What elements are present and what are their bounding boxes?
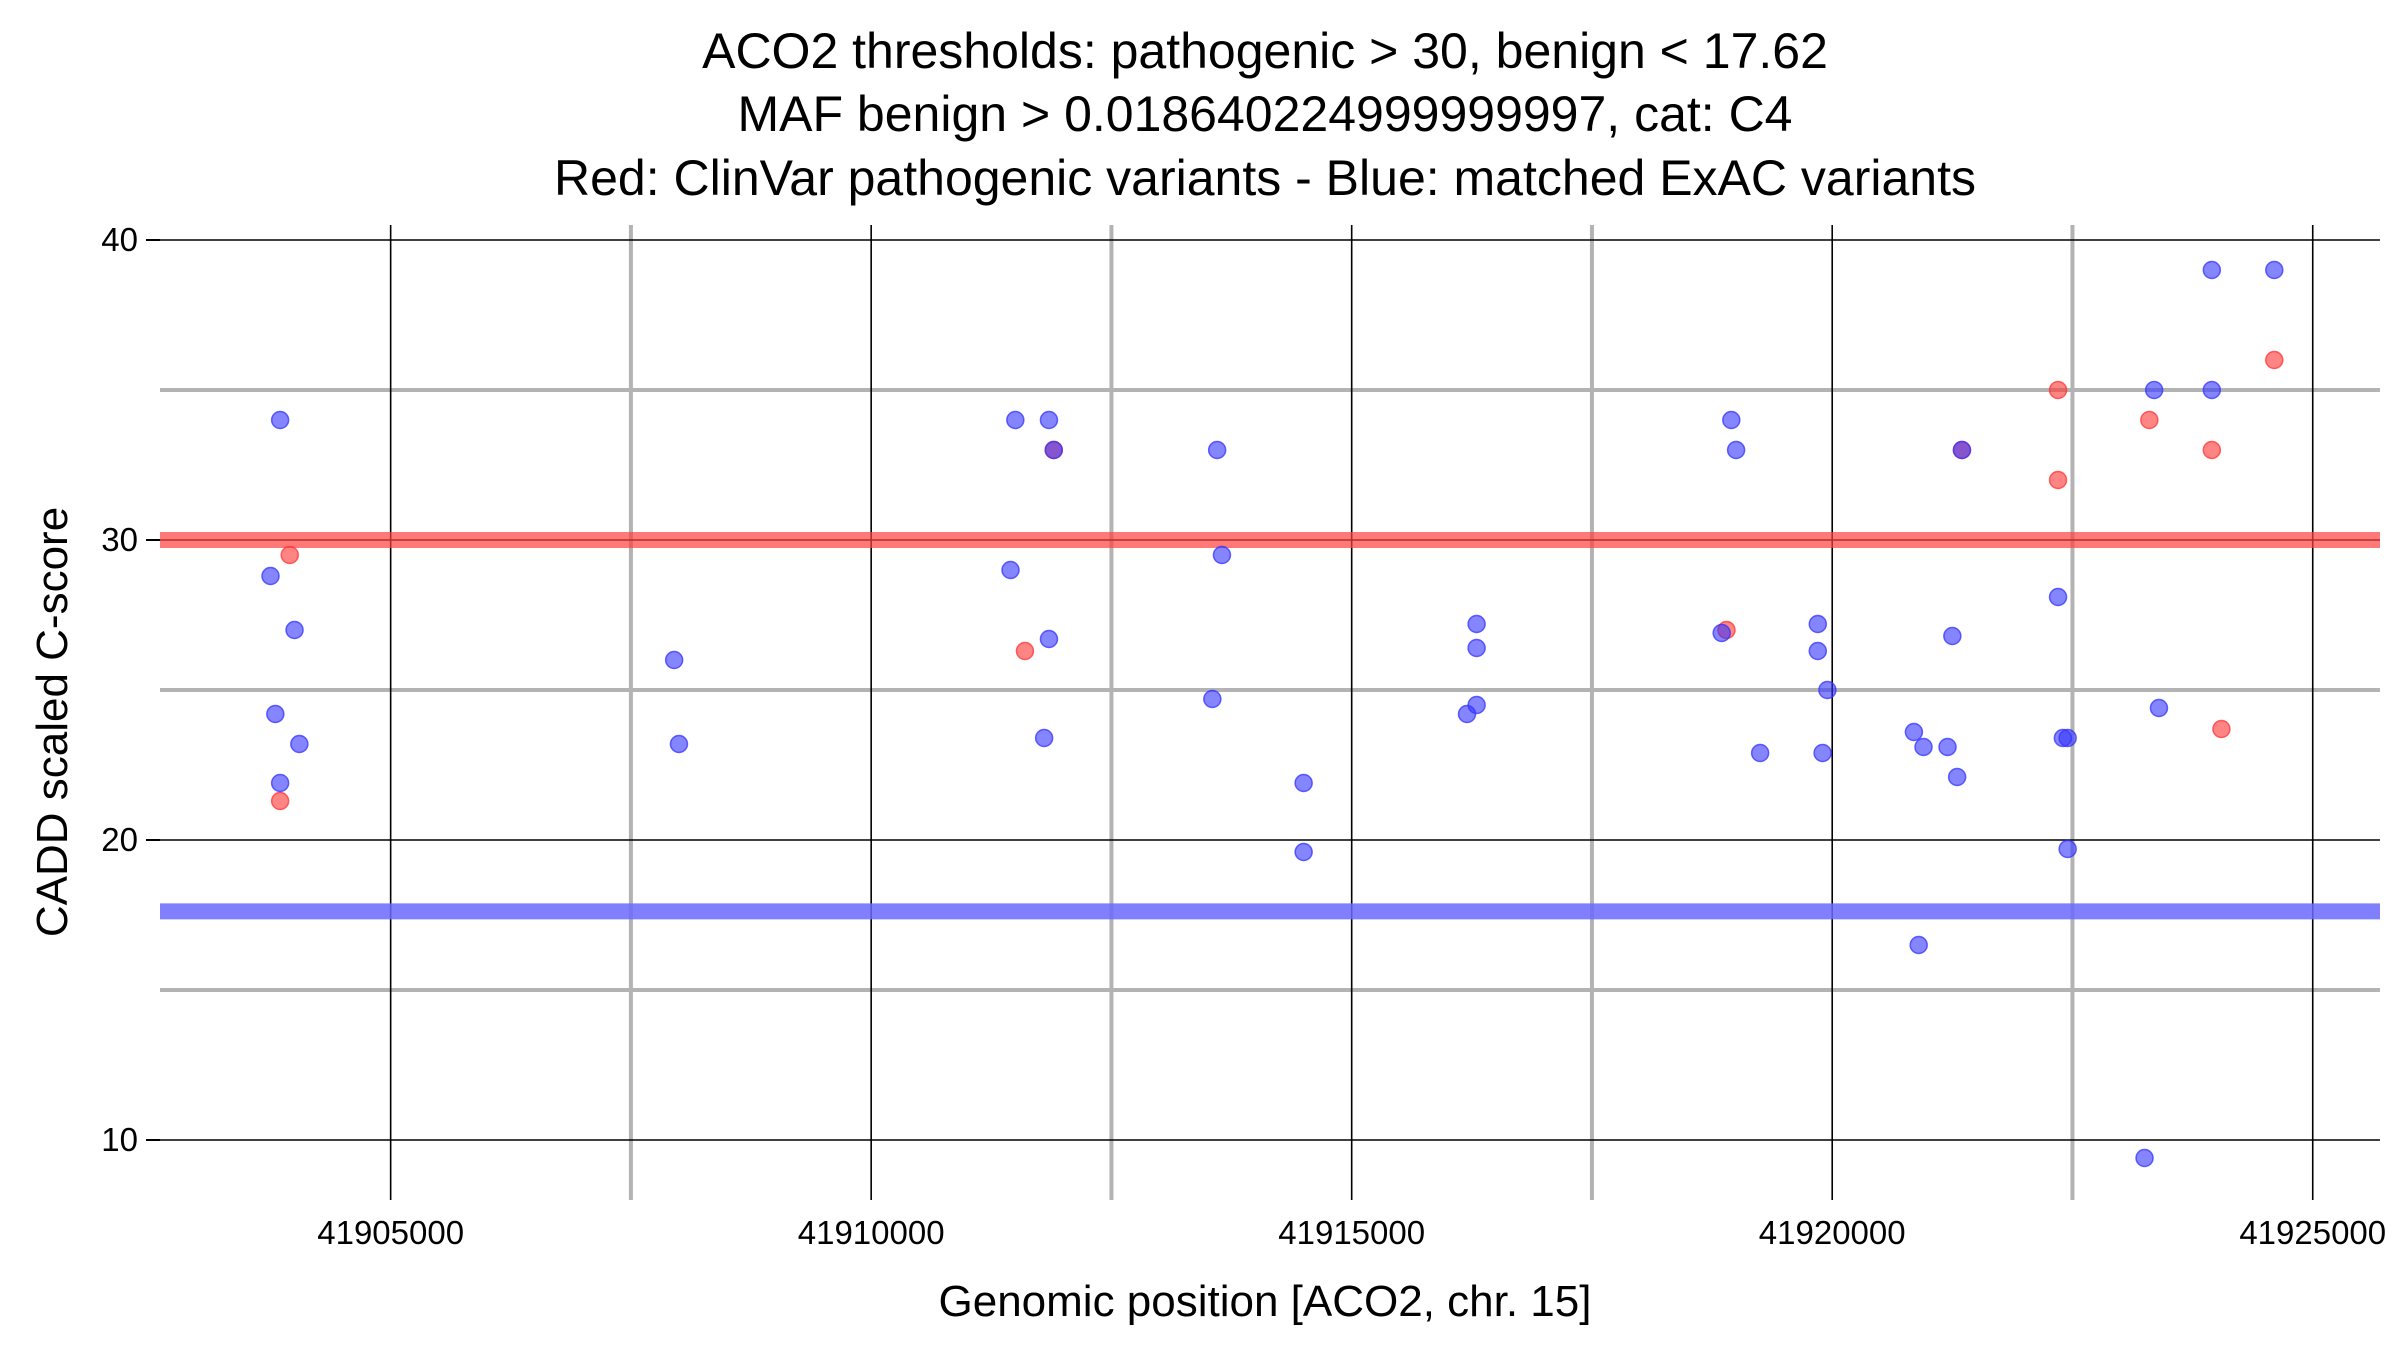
clinvar-pathogenic-point [2140,410,2159,430]
exac-matched-point [1952,440,1972,460]
x-tick-label: 41915000 [1278,1214,1425,1251]
exac-matched-point [2149,698,2169,718]
exac-matched-point [1808,641,1828,661]
exac-matched-point [1947,767,1967,787]
x-axis-title: Genomic position [ACO2, chr. 15] [939,1277,1592,1326]
data-points [261,260,2284,1168]
exac-matched-point [1212,545,1232,565]
exac-matched-point [2058,728,2077,748]
threshold-lines [160,532,2380,920]
exac-matched-point [2144,380,2164,400]
exac-matched-point [1006,410,1025,430]
x-tick-label: 41925000 [2239,1214,2386,1251]
title-line-3: Red: ClinVar pathogenic variants - Blue:… [554,150,1976,206]
clinvar-pathogenic-point [2212,719,2231,739]
exac-matched-point [664,650,684,670]
exac-matched-point [1203,689,1222,709]
exac-matched-point [2058,839,2077,859]
exac-matched-point [1294,773,1313,793]
exac-matched-point [1722,410,1741,430]
exac-matched-point [266,704,285,724]
y-tick-label: 10 [101,1121,138,1158]
title-line-2: MAF benign > 0.018640224999999997, cat: … [738,86,1793,142]
exac-matched-point [1904,722,1924,742]
exac-matched-point [285,620,304,640]
exac-matched-point [1818,680,1837,700]
exac-matched-point [1943,626,1962,646]
exac-matched-point [1750,743,1770,763]
exac-matched-point [290,734,309,754]
exac-matched-point [1712,623,1731,643]
exac-matched-point [669,734,689,754]
exac-matched-point [2135,1148,2154,1168]
clinvar-pathogenic-point [2265,350,2284,370]
grid [160,225,2380,1200]
exac-matched-point [270,773,290,793]
clinvar-pathogenic-point [2048,470,2068,490]
exac-matched-point [2265,260,2284,280]
x-tick-label: 41905000 [317,1214,464,1251]
exac-matched-point [1044,440,1064,460]
clinvar-pathogenic-point [2202,440,2222,460]
exac-matched-point [1467,614,1486,634]
exac-matched-point [2202,260,2222,280]
exac-matched-point [1938,737,1957,757]
exac-matched-point [1039,410,1059,430]
clinvar-pathogenic-point [270,791,290,811]
x-tick-label: 41910000 [798,1214,945,1251]
exac-matched-point [1726,440,1746,460]
exac-matched-point [261,566,280,586]
exac-matched-point [270,410,290,430]
exac-matched-point [1909,935,1928,955]
exac-matched-point [1001,560,1020,580]
exac-matched-point [1808,614,1828,634]
exac-matched-point [1294,842,1313,862]
axes: 10 20 30 40 41905000 41910000 41915000 41920000… [101,221,2386,1251]
y-axis-title: CADD scaled C-score [28,507,77,937]
clinvar-pathogenic-point [2048,380,2068,400]
clinvar-pathogenic-point [1015,641,1035,661]
exac-matched-point [1039,629,1059,649]
exac-matched-point [1813,743,1832,763]
exac-matched-point [2202,380,2222,400]
exac-matched-point [1207,440,1227,460]
exac-matched-point [1467,695,1486,715]
clinvar-pathogenic-point [280,545,299,565]
exac-matched-point [1034,728,1054,748]
y-tick-label: 40 [101,221,138,258]
exac-matched-point [1914,737,1933,757]
x-tick-label: 41920000 [1759,1214,1906,1251]
title-line-1: ACO2 thresholds: pathogenic > 30, benign… [702,23,1828,79]
y-tick-label: 20 [101,821,138,858]
y-tick-label: 30 [101,521,138,558]
exac-matched-point [1467,638,1486,658]
exac-matched-point [2048,587,2068,607]
chart-title: ACO2 thresholds: pathogenic > 30, benign… [554,23,1976,206]
